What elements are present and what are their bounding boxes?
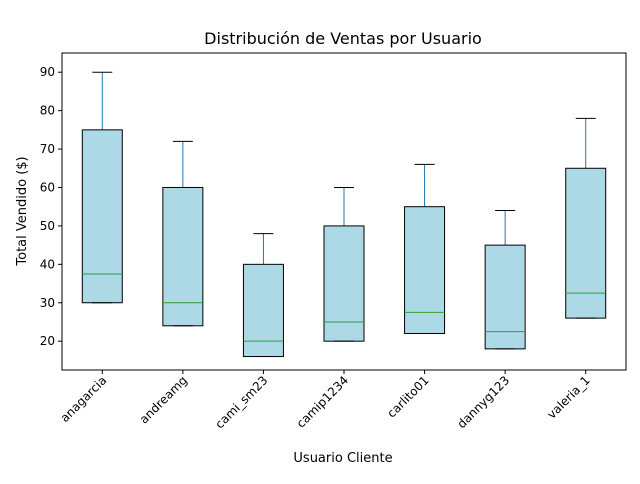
box-anagarcia [81,71,123,304]
y-axis-label: Total Vendido ($) [15,156,30,266]
iqr-box [484,244,526,350]
iqr-box [565,167,607,319]
box-cami_sm23 [242,233,284,358]
x-tick-label: camip1234 [294,373,351,430]
box-valeria_1 [565,117,607,319]
box-carlito01 [404,163,446,334]
x-axis: anagarcia andreamg cami_sm23 camip1234 carli… [58,370,593,431]
chart-title: Distribución de Ventas por Usuario [204,29,482,48]
y-tick-label: 80 [40,104,55,118]
y-tick-label: 90 [40,65,55,79]
iqr-box [162,186,204,327]
x-tick-label: andreamg [137,373,190,426]
x-axis-label: Usuario Cliente [293,451,392,466]
y-tick-label: 50 [40,219,55,233]
x-tick-label: dannyg123 [454,373,512,431]
boxes-group [81,71,607,358]
y-tick-label: 60 [40,180,55,194]
iqr-box [323,225,365,342]
x-tick-label: carlito01 [384,373,431,420]
y-tick-label: 70 [40,142,55,156]
plot-frame [61,52,627,371]
x-tick-label: cami_sm23 [212,373,270,431]
x-tick-label: anagarcia [58,373,110,425]
iqr-box [81,129,123,304]
y-axis: 20 30 40 50 60 70 80 90 [40,65,62,348]
iqr-box [242,263,284,358]
box-camip1234 [323,186,365,342]
iqr-box [404,206,446,334]
y-tick-label: 30 [40,296,55,310]
y-tick-label: 40 [40,257,55,271]
box-andreamg [162,140,204,327]
x-tick-label: valeria_1 [544,373,592,421]
box-dannyg123 [484,210,526,350]
y-tick-label: 20 [40,334,55,348]
